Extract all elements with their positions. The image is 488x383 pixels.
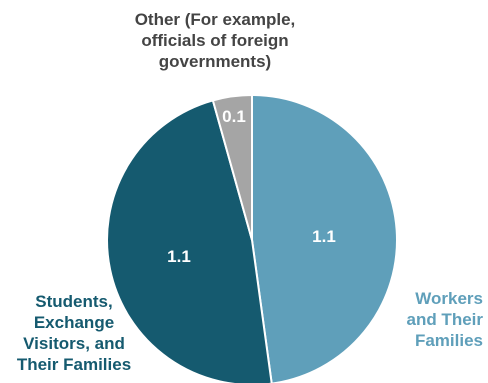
category-label-line: governments)	[158, 52, 272, 71]
slice-workers	[251, 93, 398, 383]
category-label-other: Other (For example, officials of foreign…	[95, 9, 335, 72]
category-label-line: officials of foreign	[141, 31, 289, 50]
category-label-line: Families	[414, 331, 483, 350]
value-label-other: 0.1	[222, 107, 246, 126]
category-label-students: Students, Exchange Visitors, and Their F…	[0, 291, 148, 375]
category-label-line: Other (For example,	[134, 10, 296, 29]
category-label-line: Workers	[415, 289, 483, 308]
category-label-line: Their Families	[16, 355, 132, 374]
slice-other	[211, 93, 253, 241]
value-label-students: 1.1	[167, 247, 191, 266]
category-label-line: Exchange	[33, 313, 115, 332]
category-label-line: and Their	[406, 310, 483, 329]
category-label-line: Students,	[35, 292, 113, 311]
category-label-workers: Workers and Their Families	[383, 288, 483, 351]
slice-students	[106, 99, 273, 383]
value-label-workers: 1.1	[312, 227, 336, 246]
category-label-line: Visitors, and	[23, 334, 125, 353]
